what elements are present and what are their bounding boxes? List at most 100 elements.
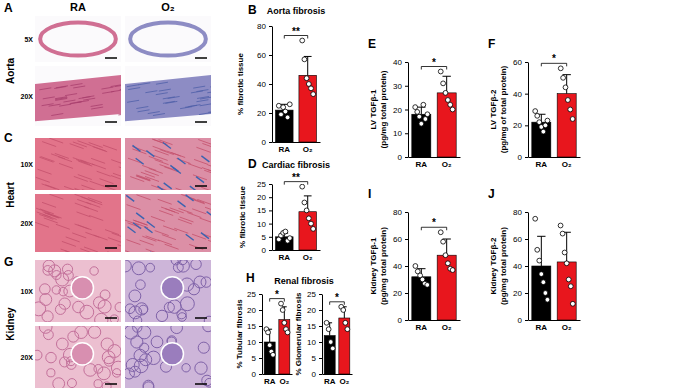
y-axis: 0510152025: [257, 180, 272, 255]
y-tick: 80: [513, 208, 528, 217]
y-tick: 20: [393, 106, 408, 115]
x-tick: O₂: [562, 157, 572, 169]
data-point: [568, 284, 573, 289]
y-tick: 0: [262, 246, 272, 255]
y-tick: 5: [312, 354, 322, 363]
collagen-streak: [147, 221, 155, 227]
data-point: [423, 117, 428, 122]
x-axis-line: [529, 157, 581, 158]
x-tick: RA: [536, 320, 548, 332]
y-tick-label: 20: [257, 109, 266, 118]
y-tick-label: 0: [518, 316, 523, 325]
x-tick: O₂: [303, 142, 313, 154]
y-tick: 40: [393, 58, 408, 67]
y-tick-mark: [269, 224, 272, 225]
scale-bar: [195, 57, 207, 59]
data-point: [563, 85, 568, 90]
y-tick: 20: [247, 306, 262, 315]
muscle-fiber: [154, 155, 168, 160]
data-point: [421, 102, 426, 107]
muscle-fiber: [59, 163, 73, 168]
collagen-streak: [163, 142, 171, 148]
tubule: [201, 277, 211, 287]
collagen-streak: [146, 151, 154, 157]
image-background: [35, 66, 121, 126]
muscle-fiber: [97, 171, 111, 176]
x-tick-label: O₂: [303, 145, 313, 154]
muscle-fiber: [204, 170, 211, 175]
fiber: [208, 110, 211, 112]
data-point: [441, 81, 446, 86]
muscle-fiber: [208, 170, 211, 175]
muscle-fiber: [74, 194, 88, 199]
muscle-fiber: [141, 172, 155, 177]
muscle-fiber: [92, 164, 106, 169]
glomerulus: [161, 343, 183, 365]
collagen-streak: [164, 183, 172, 189]
significance-label: *: [432, 57, 436, 68]
data-point: [419, 121, 424, 126]
y-tick-mark: [319, 310, 322, 311]
significance-label: **: [292, 172, 300, 183]
y-tick-label: 0: [262, 246, 267, 255]
muscle-fiber: [126, 240, 140, 245]
bar-chart: 0510152025RAO₂% fibrotic tissueCardiac f…: [238, 157, 330, 262]
histology-image: [35, 260, 121, 322]
tubule: [43, 266, 53, 276]
histology-image: [35, 138, 121, 190]
x-tick-label: RA: [416, 160, 428, 169]
y-tick-label: 5: [262, 233, 267, 242]
y-axis-title: (pg/mg total protein): [499, 227, 508, 305]
muscle-fiber: [61, 249, 75, 252]
tubule: [182, 364, 190, 372]
y-tick-mark: [259, 310, 262, 311]
y-tick-mark: [259, 342, 262, 343]
data-point: [425, 112, 430, 117]
muscle-fiber: [119, 167, 121, 172]
y-tick-mark: [319, 342, 322, 343]
muscle-fiber: [202, 143, 211, 148]
x-axis-line: [529, 320, 581, 321]
data-point: [566, 277, 571, 282]
data-point: [279, 301, 284, 306]
muscle-fiber: [198, 140, 211, 145]
fiber: [199, 113, 211, 115]
data-point: [564, 261, 569, 266]
muscle-fiber: [187, 213, 201, 218]
x-tick-label: O₂: [442, 160, 452, 169]
tubule: [180, 297, 194, 311]
fiber: [136, 107, 148, 109]
x-axis-line: [409, 320, 461, 321]
fiber: [127, 85, 139, 87]
data-point: [558, 223, 563, 228]
scale-bar: [105, 185, 117, 187]
y-tick: 30: [393, 82, 408, 91]
y-tick-label: 40: [393, 262, 402, 271]
muscle-fiber: [111, 160, 121, 165]
x-tick: O₂: [442, 320, 452, 332]
fiber: [63, 100, 75, 102]
muscle-fiber: [208, 165, 211, 170]
significance-label: *: [335, 292, 339, 303]
tubule: [115, 303, 121, 312]
data-point: [302, 200, 307, 205]
histology-image: [125, 260, 211, 322]
y-tick-label: 20: [247, 306, 256, 315]
tubule: [94, 380, 102, 388]
x-tick: O₂: [279, 374, 289, 386]
muscle-fiber: [125, 251, 139, 252]
y-tick: 0: [398, 316, 408, 325]
y-tick-label: 10: [393, 129, 402, 138]
tubule: [108, 345, 121, 358]
fiber: [115, 85, 121, 87]
collagen-streak: [186, 234, 194, 240]
bar: [557, 262, 576, 320]
data-point: [543, 123, 548, 128]
data-point: [280, 308, 285, 313]
fiber: [70, 84, 82, 86]
tubule: [198, 342, 209, 353]
y-tick-mark: [319, 294, 322, 295]
tubule: [101, 338, 113, 350]
muscle-fiber: [176, 188, 190, 190]
muscle-fiber: [197, 199, 211, 204]
